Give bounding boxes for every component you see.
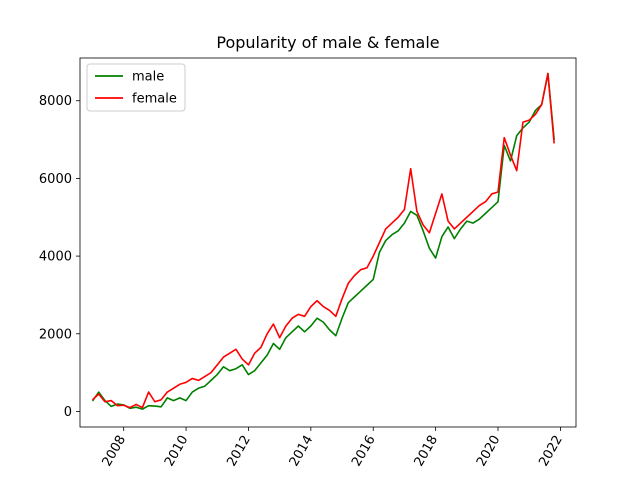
axes: 0 2000 4000 6000 8000 2008 2010 2012 2014 2016 201… — [39, 57, 577, 469]
y-tick-label: 4000 — [39, 250, 72, 265]
x-tick-label: 2012 — [224, 433, 254, 469]
axes-frame — [79, 57, 577, 428]
x-tick-label: 2008 — [100, 433, 130, 469]
y-tick-label: 6000 — [39, 172, 72, 187]
x-tick-label: 2020 — [474, 433, 504, 469]
series-line-female — [91, 72, 555, 409]
chart-title: Popularity of male & female — [216, 33, 439, 52]
y-tick-label: 8000 — [39, 94, 72, 109]
x-tick-label: 2014 — [287, 433, 317, 469]
x-tick-label: 2018 — [412, 433, 442, 469]
legend-label-female: female — [132, 92, 177, 107]
x-tick-label: 2016 — [349, 433, 379, 469]
y-tick-label: 0 — [64, 405, 72, 420]
y-tick-label: 2000 — [39, 327, 72, 342]
plot-area — [91, 72, 555, 410]
legend: male female — [86, 63, 186, 112]
x-tick-label: 2022 — [536, 433, 566, 469]
legend-label-male: male — [132, 70, 164, 85]
x-tick-label: 2010 — [162, 433, 192, 469]
series-line-male — [91, 72, 555, 410]
